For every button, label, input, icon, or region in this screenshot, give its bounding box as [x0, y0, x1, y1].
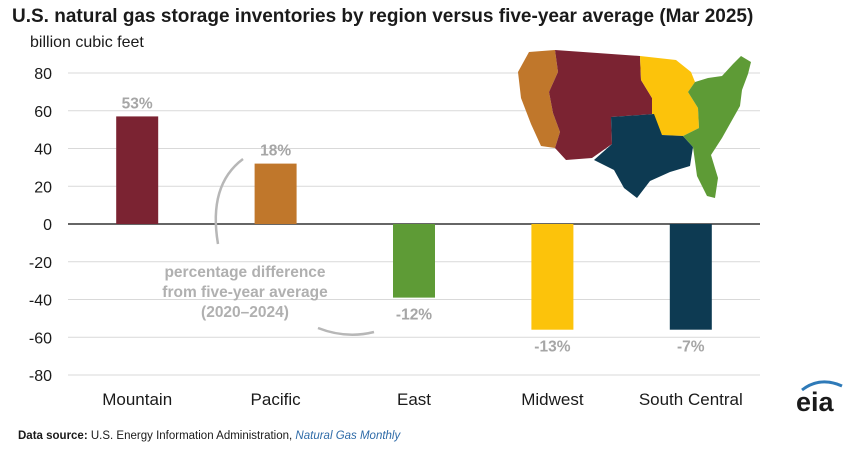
us-region-map-icon	[518, 50, 751, 198]
y-axis-unit-label: billion cubic feet	[30, 34, 144, 51]
x-tick-label: East	[397, 390, 431, 409]
map-region-pacific	[518, 50, 560, 148]
source-agency: U.S. Energy Information Administration,	[90, 430, 293, 442]
map-region-mountain	[549, 50, 654, 160]
x-tick-label: South Central	[639, 390, 743, 409]
bar-south-central	[669, 224, 712, 330]
eia-logo-text: eia	[796, 387, 835, 417]
x-tick-label: Mountain	[102, 390, 172, 409]
bar-percent-label: -13%	[534, 339, 570, 356]
y-tick-label: 60	[34, 104, 52, 121]
bar-mountain	[116, 116, 159, 224]
y-tick-label: -80	[29, 368, 52, 385]
bar-percent-label: 18%	[260, 143, 291, 160]
y-tick-label: 0	[43, 217, 52, 234]
chart-title: U.S. natural gas storage inventories by …	[12, 6, 754, 27]
y-tick-label: 20	[34, 179, 52, 196]
annotation-bracket-lower	[317, 326, 375, 336]
bar-pacific	[254, 163, 297, 224]
x-tick-label: Midwest	[521, 390, 584, 409]
bar-percent-label: -12%	[396, 307, 432, 324]
annotation-text: percentage difference from five-year aver…	[162, 264, 328, 321]
bar-value-labels: 53% 18% -12% -13% -7%	[122, 95, 705, 355]
y-tick-label: -60	[29, 330, 52, 347]
annotation-line: from five-year average	[162, 284, 328, 301]
eia-logo-icon: eia	[794, 378, 850, 423]
bars	[116, 116, 712, 330]
x-tick-label: Pacific	[251, 390, 302, 409]
y-tick-label: 40	[34, 142, 52, 159]
bar-percent-label: 53%	[122, 95, 153, 112]
bar-midwest	[531, 224, 574, 330]
x-axis-labels: Mountain Pacific East Midwest South Central	[102, 390, 743, 409]
source-label: Data source:	[18, 430, 88, 442]
y-tick-label: 80	[34, 66, 52, 83]
annotation: percentage difference from five-year aver…	[162, 157, 375, 336]
map-region-south-central	[594, 114, 693, 198]
y-tick-label: -20	[29, 255, 52, 272]
annotation-line: percentage difference	[164, 264, 325, 281]
annotation-bracket-upper	[214, 157, 244, 245]
bar-east	[393, 224, 435, 298]
y-axis-ticks: 80 60 40 20 0 -20 -40 -60 -80	[29, 66, 52, 385]
source-line: Data source: U.S. Energy Information Adm…	[18, 430, 400, 442]
y-tick-label: -40	[29, 293, 52, 310]
map-region-east	[683, 56, 751, 198]
annotation-line: (2020–2024)	[201, 304, 289, 321]
source-publication: Natural Gas Monthly	[295, 430, 401, 442]
bar-percent-label: -7%	[677, 339, 705, 356]
